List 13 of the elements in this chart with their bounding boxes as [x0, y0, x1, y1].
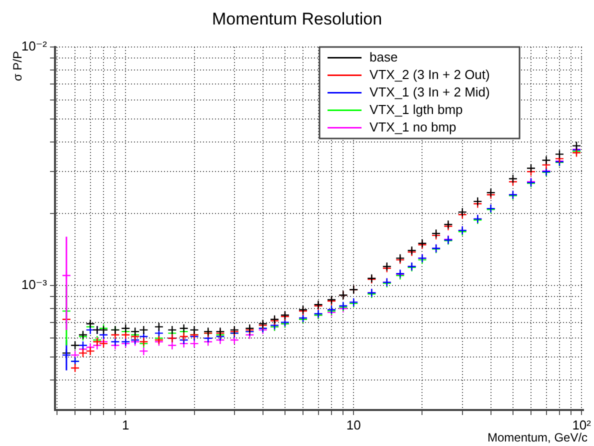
- y-tick-label: 10⁻²: [21, 38, 48, 54]
- x-tick-label: 1: [122, 417, 130, 432]
- x-tick-label: 10: [346, 417, 361, 432]
- legend-label: VTX_2 (3 In + 2 Out): [370, 66, 490, 82]
- legend-label: VTX_1 (3 In + 2 Mid): [370, 84, 490, 100]
- legend-label: VTX_1 lgth bmp: [370, 102, 463, 117]
- y-axis-title: σ P/P: [10, 51, 24, 82]
- legend-label: VTX_1 no bmp: [370, 119, 456, 134]
- x-tick-label: 10²: [572, 417, 592, 432]
- y-tick-label: 10⁻³: [21, 276, 48, 292]
- legend-label: base: [370, 49, 398, 64]
- chart-title: Momentum Resolution: [212, 10, 382, 29]
- x-axis-title: Momentum, GeV/c: [488, 430, 588, 444]
